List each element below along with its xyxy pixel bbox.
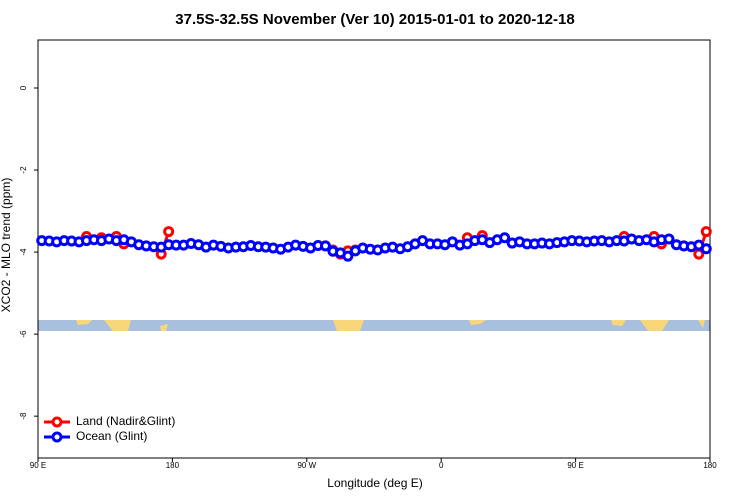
y-tick-label: 0 <box>19 85 28 90</box>
x-axis-label: Longitude (deg E) <box>327 476 422 490</box>
point <box>499 232 511 244</box>
y-tick-label: -2 <box>19 166 28 174</box>
x-tick-label: 0 <box>439 461 444 470</box>
legend-label: Land (Nadir&Glint) <box>76 414 175 428</box>
map-strip <box>38 320 710 331</box>
point <box>342 250 354 262</box>
chart-title: 37.5S-32.5S November (Ver 10) 2015-01-01… <box>175 11 574 28</box>
y-axis-label: XCO2 - MLO trend (ppm) <box>0 178 13 313</box>
point <box>319 240 331 252</box>
x-tick-label: 180 <box>703 461 717 470</box>
point <box>700 226 712 238</box>
y-tick-label: -6 <box>19 330 28 338</box>
legend-label: Ocean (Glint) <box>76 429 147 443</box>
point <box>700 243 712 255</box>
x-tick-label: 90 E <box>30 461 46 470</box>
x-tick-label: 90 E <box>567 461 583 470</box>
point <box>163 226 175 238</box>
y-tick-label: -8 <box>19 412 28 420</box>
x-tick-label: 90 W <box>297 461 316 470</box>
x-tick-label: 180 <box>166 461 180 470</box>
legend-marker <box>51 431 63 443</box>
y-tick-label: -4 <box>19 248 28 256</box>
legend-marker <box>51 416 63 428</box>
point <box>663 233 675 245</box>
